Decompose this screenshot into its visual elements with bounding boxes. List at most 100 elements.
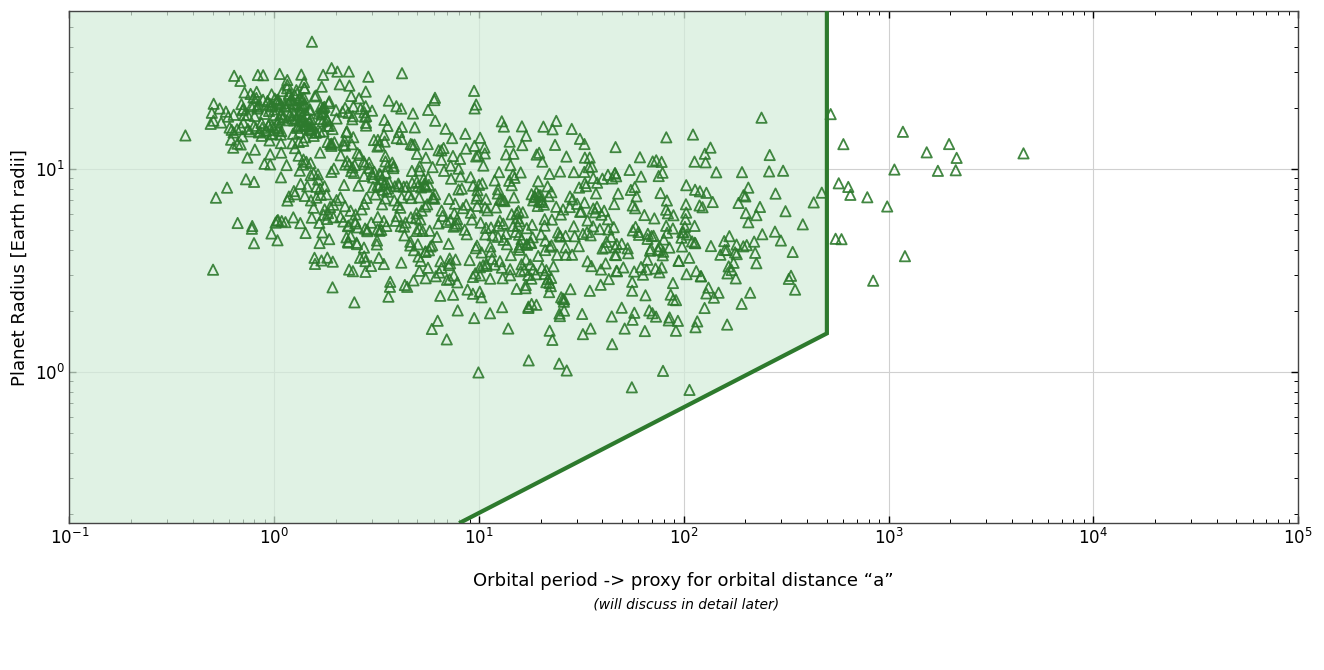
Point [338,237,359,247]
Point [637,234,658,245]
Point [548,227,569,238]
Point [385,100,406,111]
Point [410,182,432,193]
Point [285,143,306,153]
Point [604,199,625,210]
Point [283,110,305,121]
Point [491,262,512,273]
Point [278,191,299,202]
Point [347,239,368,249]
Point [831,234,853,245]
Point [687,316,708,327]
Point [305,259,326,269]
Point [553,296,575,307]
Point [470,270,491,281]
Point [430,154,451,165]
Point [780,271,801,281]
Point [563,221,584,232]
Point [241,223,262,234]
Point [242,220,263,231]
Point [314,101,335,112]
Point [690,271,711,281]
Point [597,214,618,224]
Point [367,141,388,152]
Point [297,181,318,192]
Point [636,290,657,301]
Point [261,129,282,140]
Point [369,170,391,180]
Point [596,237,617,247]
Point [474,142,495,153]
Point [285,189,306,200]
Point [682,236,703,247]
Point [583,203,604,214]
Point [685,156,706,167]
Point [377,161,399,172]
Point [568,241,589,251]
Point [270,147,291,158]
Point [291,69,312,80]
Point [343,132,364,143]
Point [258,120,279,131]
Point [436,216,457,227]
Point [273,111,294,122]
Point [620,165,641,176]
Point [252,131,273,141]
Point [567,198,588,209]
Point [266,216,287,226]
Point [414,201,436,212]
Point [367,180,388,190]
Point [240,126,261,137]
Point [572,329,593,340]
Point [577,256,598,267]
Point [580,323,601,334]
Point [270,129,291,140]
Point [244,121,265,131]
Point [473,160,494,171]
Point [506,208,527,218]
Point [314,204,335,215]
Point [465,243,486,253]
Point [406,208,428,218]
Point [441,174,462,184]
Point [319,234,340,245]
Point [522,232,543,243]
Point [491,116,512,127]
Point [775,206,796,216]
Point [467,190,489,201]
Point [340,165,361,176]
Point [474,202,495,213]
Point [426,231,448,242]
Point [482,230,503,241]
Point [522,220,543,230]
Point [745,210,767,220]
Point [500,209,522,220]
Point [649,267,670,277]
Point [380,281,401,292]
Point [293,159,314,170]
Point [277,74,298,85]
Point [560,284,581,295]
Point [295,228,316,239]
Point [463,313,485,324]
Point [326,195,347,206]
Point [377,291,399,302]
Point [294,190,315,201]
Point [312,227,334,238]
Point [440,253,461,264]
Point [745,258,767,269]
Point [312,107,334,117]
Point [383,163,404,174]
Point [282,98,303,109]
Point [308,108,330,119]
Point [326,113,347,124]
Point [336,232,357,243]
Point [320,63,342,74]
Point [400,240,421,251]
Point [512,207,534,218]
Point [432,205,453,216]
Point [295,132,316,143]
Point [515,254,536,265]
Point [413,174,434,184]
Point [368,181,389,192]
